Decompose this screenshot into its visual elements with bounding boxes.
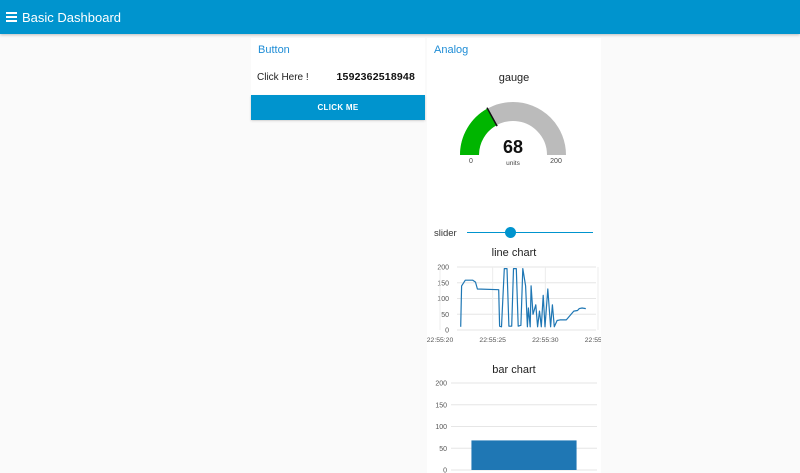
menu-icon[interactable] [6,12,17,22]
app-title: Basic Dashboard [22,10,121,25]
line-chart-x-tick: 22:55:35 [585,337,601,344]
gauge-value: 68 [503,137,523,157]
bar-chart-y-tick: 100 [435,424,447,431]
line-chart-x-tick: 22:55:25 [479,337,506,344]
analog-group-card: Analog gauge 68 units 0 200 slider line … [427,38,601,473]
gauge-max-label: 200 [550,158,562,165]
slider-track[interactable] [467,232,593,233]
line-chart: 0 50 100 150 200 22:55:20 22:55:25 22:55:30 22:5… [427,265,601,345]
gauge-units: units [506,160,520,167]
gauge-fill [460,108,498,156]
bar-chart-y-tick: 150 [435,402,447,409]
line-chart-y-tick: 50 [441,312,449,319]
line-chart-x-tick: 22:55:30 [532,337,559,344]
line-chart-y-tick: 100 [437,296,449,303]
line-chart-title: line chart [491,247,537,259]
gauge-needle [486,107,498,127]
bar-chart-y-tick: 50 [439,446,447,453]
bar-chart: 0 50 100 150 200 [435,381,597,473]
timestamp-value: 1592362518948 [336,71,415,83]
bar-chart-y-tick: 0 [443,468,447,473]
line-chart-x-tick: 22:55:20 [427,337,453,344]
slider[interactable] [467,224,593,242]
click-me-button[interactable]: CLICK ME [251,95,425,120]
analog-group-title: Analog [434,44,469,56]
bar-chart-title: bar chart [492,364,536,376]
gauge: 68 units 0 200 [460,102,566,167]
slider-label: slider [434,228,457,239]
line-chart-series [460,268,586,328]
line-chart-y-tick: 200 [437,265,449,272]
top-toolbar: Basic Dashboard [0,0,800,34]
gauge-title: gauge [498,72,530,84]
gauge-min-label: 0 [469,158,473,165]
bar-chart-bar [471,440,577,470]
bar-chart-y-tick: 200 [435,381,447,388]
text-label: Click Here ! [257,72,309,83]
button-group-title: Button [258,44,290,56]
slider-thumb[interactable] [504,227,516,238]
line-chart-y-tick: 0 [445,328,449,335]
line-chart-y-tick: 150 [437,280,449,287]
